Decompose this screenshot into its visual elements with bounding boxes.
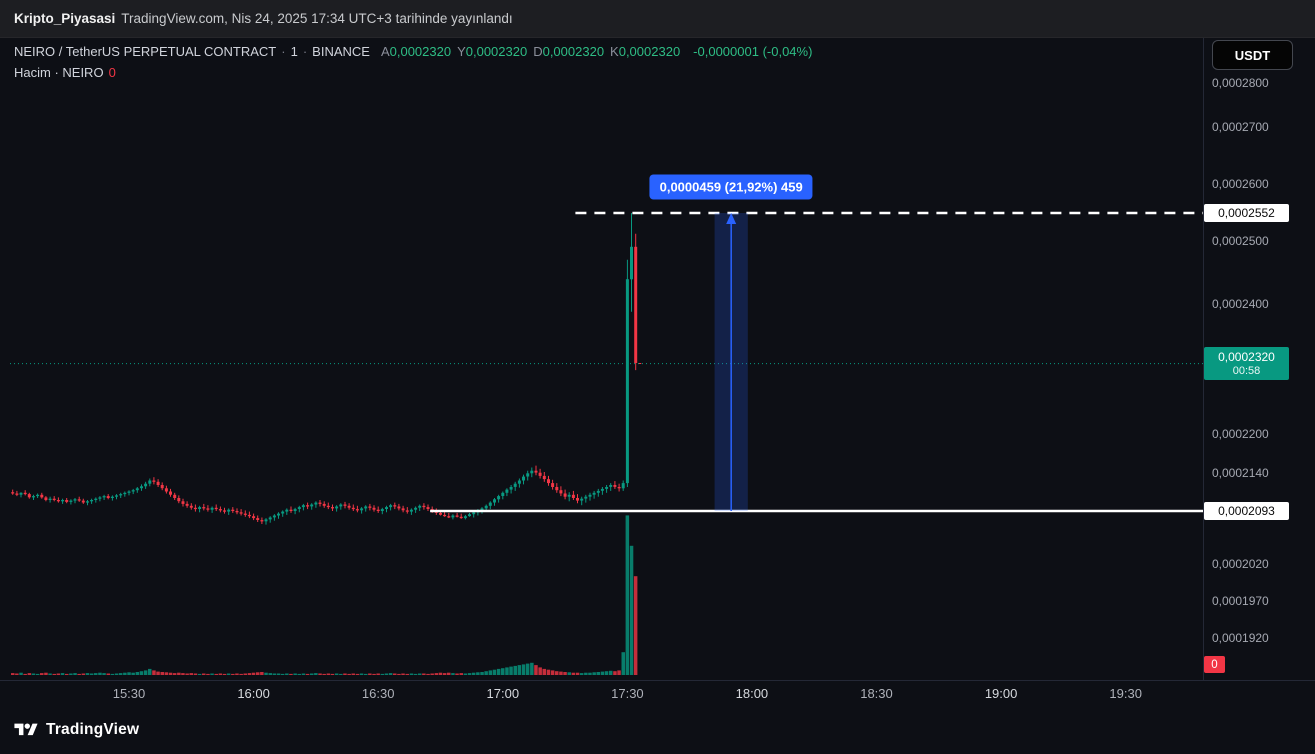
publisher-name: Kripto_Piyasasi bbox=[14, 11, 116, 26]
price-tick-label: 0,0001920 bbox=[1212, 631, 1269, 645]
time-tick-label: 19:00 bbox=[984, 686, 1018, 701]
time-tick-label: 16:30 bbox=[361, 686, 395, 701]
price-tick-label: 0,0002400 bbox=[1212, 297, 1269, 311]
ohlc-value: 0,0002320 bbox=[542, 44, 605, 59]
ohlc-pair: Y0,0002320 bbox=[457, 44, 527, 59]
volume-legend: Hacim · NEIRO 0 bbox=[14, 66, 812, 79]
countdown-timer: 00:58 bbox=[1232, 364, 1261, 377]
price-change: -0,0000001 (-0,04%) bbox=[693, 44, 813, 59]
time-axis[interactable]: 15:30 16:00 16:30 17:00 17:30 18:00 18:30 19:00… bbox=[0, 681, 1203, 706]
publication-info: TradingView.com, Nis 24, 2025 17:34 UTC+… bbox=[121, 11, 513, 26]
time-tick-label: 15:30 bbox=[112, 686, 146, 701]
publication-bar: Kripto_Piyasasi TradingView.com, Nis 24,… bbox=[0, 0, 1315, 38]
interval-value[interactable]: 1 bbox=[290, 44, 298, 59]
volume-label[interactable]: Hacim · NEIRO bbox=[14, 65, 104, 80]
time-tick-label: 18:00 bbox=[735, 686, 769, 701]
symbol-legend: NEIRO / TetherUS PERPETUAL CONTRACT · 1 … bbox=[14, 45, 812, 79]
time-axis-divider bbox=[0, 680, 1315, 681]
ohlc-pair: A0,0002320 bbox=[381, 44, 451, 59]
price-axis-label-high: 0,0002552 bbox=[1204, 204, 1289, 222]
brand-name[interactable]: TradingView bbox=[46, 721, 140, 738]
volume-axis-label: 0 bbox=[1204, 656, 1225, 673]
separator: · bbox=[302, 44, 308, 59]
separator: · bbox=[281, 44, 286, 59]
time-tick-label: 16:00 bbox=[237, 686, 270, 701]
price-tick-label: 0,0002500 bbox=[1212, 234, 1269, 248]
ohlc-label: A bbox=[380, 44, 390, 59]
price-tick-label: 0,0002200 bbox=[1212, 427, 1269, 441]
exchange-name: BINANCE bbox=[312, 44, 370, 59]
ohlc-label: D bbox=[533, 44, 543, 59]
symbol-name[interactable]: NEIRO / TetherUS PERPETUAL CONTRACT bbox=[14, 44, 277, 59]
ohlc-label: Y bbox=[457, 44, 466, 59]
time-tick-label: 17:30 bbox=[611, 686, 644, 701]
time-tick-label: 17:00 bbox=[486, 686, 520, 701]
currency-toggle-button[interactable]: USDT bbox=[1212, 40, 1293, 70]
tradingview-logo-icon[interactable] bbox=[14, 721, 38, 739]
footer-bar: TradingView bbox=[0, 706, 1315, 754]
time-tick-label: 19:30 bbox=[1109, 686, 1142, 701]
ohlc-pair: D0,0002320 bbox=[533, 44, 604, 59]
price-axis-label-low: 0,0002093 bbox=[1204, 502, 1289, 520]
measure-tool-label[interactable]: 0,0000459 (21,92%) 459 bbox=[649, 174, 813, 200]
volume-value: 0 bbox=[108, 65, 116, 80]
price-tick-label: 0,0002600 bbox=[1212, 177, 1269, 191]
current-price-label: 0,0002320 00:58 bbox=[1204, 346, 1289, 381]
price-tick-label: 0,0002800 bbox=[1212, 76, 1269, 90]
price-tick-label: 0,0002140 bbox=[1212, 466, 1269, 480]
price-scale-divider bbox=[1203, 38, 1204, 680]
ohlc-value: 0,0002320 bbox=[389, 44, 452, 59]
ohlc-value: 0,0002320 bbox=[618, 44, 681, 59]
price-tick-label: 0,0002020 bbox=[1212, 557, 1269, 571]
time-tick-label: 18:30 bbox=[860, 686, 893, 701]
ohlc-label: K bbox=[610, 44, 619, 59]
ohlc-pair: K0,0002320 bbox=[610, 44, 680, 59]
price-axis[interactable]: 0,0002800 0,0002700 0,0002600 0,0002500 0,00… bbox=[1204, 38, 1315, 680]
price-tick-label: 0,0001970 bbox=[1212, 594, 1269, 608]
current-price-value: 0,0002320 bbox=[1218, 349, 1275, 364]
price-tick-label: 0,0002700 bbox=[1212, 120, 1269, 134]
ohlc-value: 0,0002320 bbox=[465, 44, 528, 59]
ohlc-values: A0,0002320 Y0,0002320 D0,0002320 K0,0002320 bbox=[375, 45, 680, 58]
